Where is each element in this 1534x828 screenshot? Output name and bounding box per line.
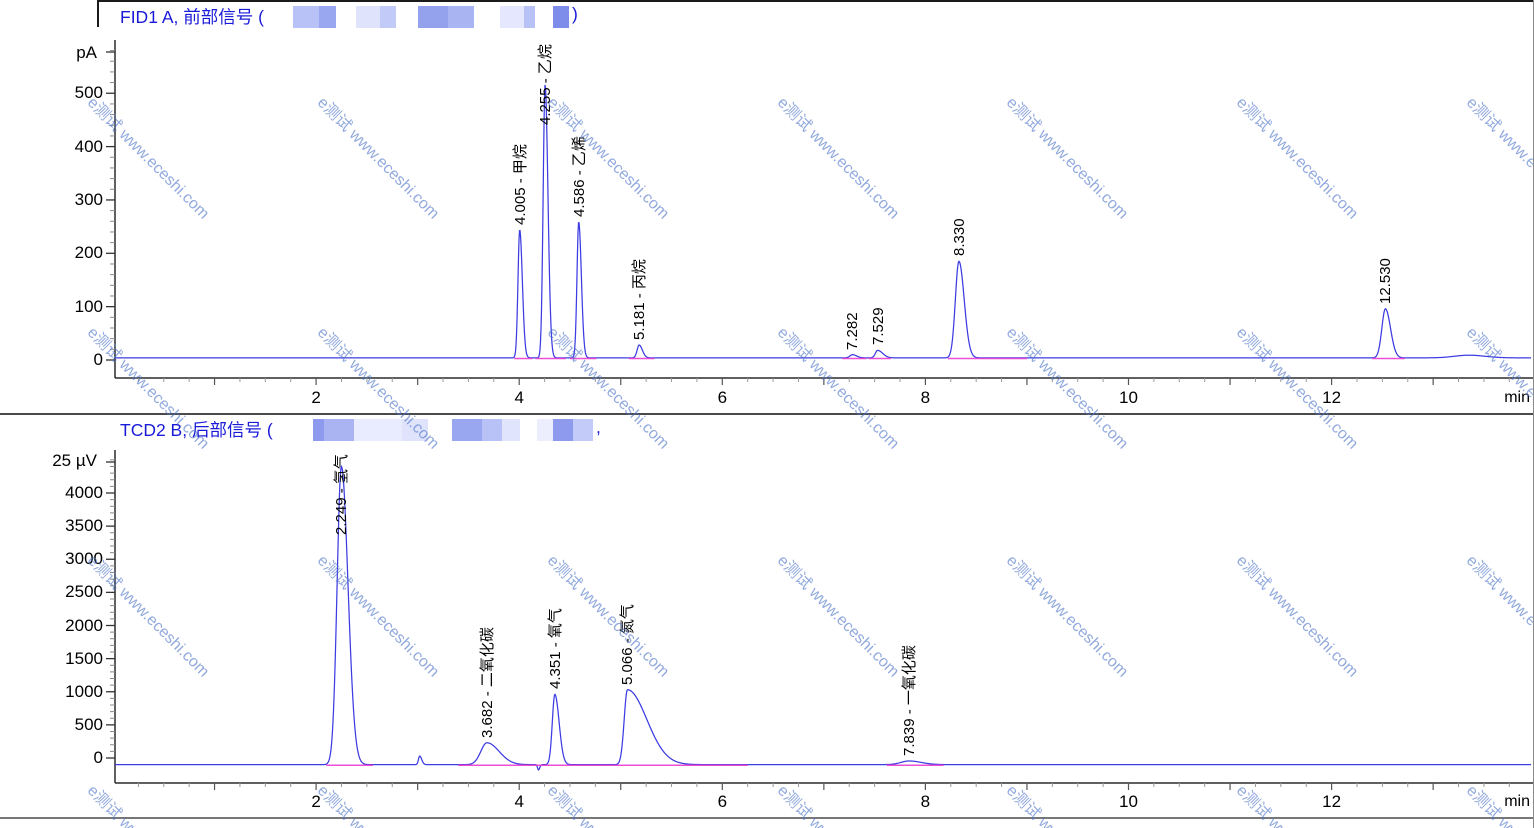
y-tick-label: 1000 [65, 681, 103, 701]
title-redaction-block [553, 6, 569, 28]
title-redaction-block [573, 419, 593, 441]
title-redaction-block [502, 419, 520, 441]
title-redaction-block [537, 419, 553, 441]
fid-panel-graphics [106, 40, 1533, 385]
y-tick-label: 500 [74, 83, 103, 103]
tcd-signal-trace [115, 464, 1531, 771]
y-tick-label: 400 [74, 136, 103, 156]
x-tick-label: 2 [311, 388, 321, 407]
tcd-panel-title-text: TCD2 B, 后部信号 ( [120, 420, 273, 440]
fid-x-axis-unit: min [1504, 389, 1530, 406]
title-redaction-block [293, 6, 319, 28]
title-redaction-block [482, 419, 502, 441]
tcd-panel-title: TCD2 B, 后部信号 ( [120, 417, 273, 442]
peak-label: 4.351 - 氧气 [546, 608, 564, 690]
peak-label: 3.682 - 二氧化碳 [478, 626, 496, 738]
x-tick-label: 4 [514, 792, 524, 811]
tcd-panel-title-comma: , [596, 417, 601, 437]
fid-panel-title-text: FID1 A, 前部信号 ( [120, 7, 264, 27]
peak-label: 12.530 [1377, 257, 1395, 304]
peak-label: 2.249 - 氢气 [333, 454, 351, 535]
title-redaction-block [402, 419, 428, 441]
x-tick-label: 6 [717, 388, 728, 407]
x-tick-label: 6 [717, 792, 728, 811]
peak-label: 4.005 - 甲烷 [511, 143, 529, 225]
y-tick-label: 2000 [65, 615, 103, 635]
tcd-panel-graphics [106, 450, 1533, 790]
x-tick-label: 12 [1322, 792, 1342, 811]
fid-signal-trace [115, 84, 1531, 359]
peak-label: 5.181 - 丙烷 [631, 259, 649, 341]
x-tick-label: 8 [920, 388, 931, 407]
panel-divider-line [0, 413, 1533, 415]
peak-label: 7.282 [844, 312, 862, 350]
x-tick-label: 12 [1322, 388, 1342, 407]
title-redaction-block [319, 6, 336, 28]
y-tick-label: 200 [74, 243, 103, 263]
y-tick-label: 0 [93, 350, 103, 369]
title-corner-line [97, 0, 99, 27]
y-tick-label: 0 [93, 748, 103, 767]
y-tick-label: 2500 [65, 582, 103, 602]
x-tick-label: 8 [920, 792, 931, 811]
fid-y-axis-unit: pA [76, 43, 97, 62]
title-redaction-block [418, 6, 448, 28]
y-tick-label: 300 [74, 189, 103, 209]
title-redaction-block [500, 6, 524, 28]
title-redaction-block [313, 419, 324, 441]
title-redaction-block [553, 419, 573, 441]
peak-label: 4.586 - 乙烯 [570, 135, 588, 217]
title-redaction-block [356, 6, 380, 28]
y-tick-label: 1500 [65, 648, 103, 668]
fid-panel-title: FID1 A, 前部信号 ( [120, 4, 264, 29]
y-tick-label: 3000 [65, 549, 103, 569]
peak-label: 7.839 - 一氧化碳 [901, 645, 919, 756]
peak-label: 5.066 - 氮气 [619, 603, 637, 685]
tcd-y-axis-unit: 25 µV [52, 451, 97, 470]
peak-label: 4.255 - 乙烷 [537, 44, 555, 125]
x-tick-label: 2 [311, 792, 321, 811]
x-tick-label: 10 [1119, 792, 1138, 811]
x-tick-label: 4 [514, 388, 524, 407]
tcd-x-axis-unit: min [1504, 793, 1530, 810]
x-tick-label: 10 [1119, 388, 1138, 407]
y-tick-label: 500 [74, 714, 103, 734]
title-redaction-block [524, 6, 535, 28]
y-tick-label: 3500 [65, 516, 103, 536]
title-redaction-block [448, 6, 474, 28]
bottom-rule-line [0, 817, 1533, 819]
peak-label: 8.330 [950, 218, 968, 257]
title-redaction-block [354, 419, 402, 441]
peak-label: 7.529 [869, 307, 887, 346]
title-redaction-block [324, 419, 354, 441]
fid-panel-title-close-paren: ) [572, 4, 578, 24]
y-tick-label: 100 [74, 296, 103, 316]
y-tick-label: 4000 [65, 483, 103, 502]
title-redaction-block [380, 6, 396, 28]
title-redaction-block [452, 419, 482, 441]
top-border-line [97, 0, 1533, 2]
